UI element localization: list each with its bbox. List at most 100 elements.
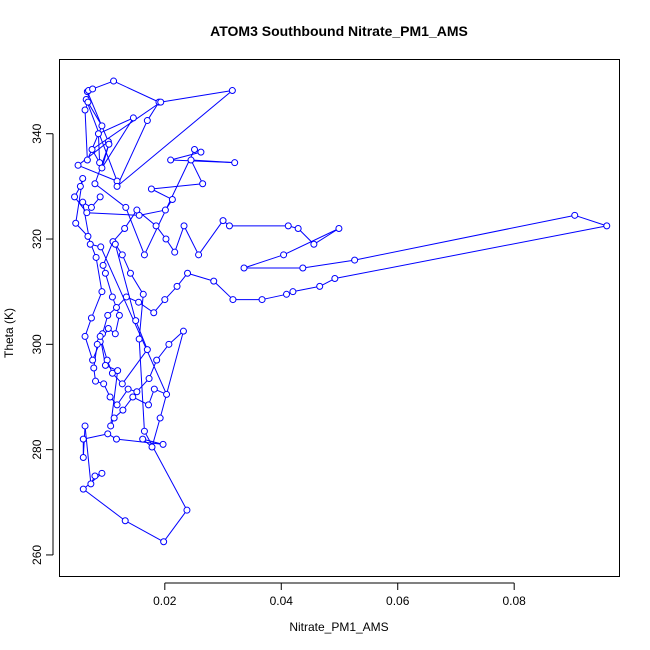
series-segment bbox=[98, 117, 134, 135]
data-point bbox=[316, 282, 324, 290]
data-point bbox=[89, 85, 97, 93]
data-point bbox=[98, 122, 106, 130]
data-point bbox=[156, 414, 164, 422]
data-point bbox=[258, 296, 266, 304]
data-point bbox=[231, 159, 239, 167]
series-segment bbox=[77, 164, 118, 182]
data-point bbox=[108, 293, 116, 301]
data-point bbox=[167, 156, 175, 164]
data-point bbox=[79, 485, 87, 493]
data-point bbox=[240, 264, 248, 272]
data-point bbox=[110, 414, 118, 422]
data-point bbox=[179, 327, 187, 335]
series-segment bbox=[84, 425, 92, 484]
data-point bbox=[81, 422, 89, 430]
data-point bbox=[126, 269, 134, 277]
data-point bbox=[98, 164, 106, 172]
data-point bbox=[76, 182, 84, 190]
data-point bbox=[180, 222, 188, 230]
series-segment bbox=[283, 228, 340, 256]
data-point bbox=[219, 217, 227, 225]
y-axis: 260 280 300 320 340 bbox=[30, 123, 54, 565]
data-point bbox=[114, 367, 122, 375]
data-point bbox=[124, 385, 132, 393]
data-point bbox=[104, 325, 112, 333]
data-point bbox=[93, 340, 101, 348]
data-point bbox=[157, 98, 165, 106]
data-point bbox=[132, 317, 140, 325]
data-point bbox=[101, 269, 109, 277]
data-point bbox=[74, 161, 82, 169]
data-point bbox=[283, 290, 291, 298]
data-point bbox=[112, 435, 120, 443]
series-segment bbox=[113, 80, 160, 103]
data-point bbox=[111, 330, 119, 338]
series-segment bbox=[92, 80, 114, 90]
data-point bbox=[90, 364, 98, 372]
x-axis-label: Nitrate_PM1_AMS bbox=[289, 620, 388, 634]
series-segment bbox=[86, 91, 109, 142]
data-point bbox=[133, 388, 141, 396]
data-point bbox=[71, 193, 79, 201]
series-segment bbox=[334, 225, 607, 280]
data-point bbox=[159, 440, 167, 448]
data-point bbox=[122, 203, 130, 211]
series-segment bbox=[124, 520, 164, 543]
data-point bbox=[122, 293, 130, 301]
data-point bbox=[351, 256, 359, 264]
y-tick-label: 320 bbox=[30, 229, 44, 249]
data-point bbox=[110, 77, 118, 85]
series-segment bbox=[91, 101, 162, 150]
data-point bbox=[91, 180, 99, 188]
series-segment bbox=[302, 259, 355, 269]
chart-title: ATOM3 Southbound Nitrate_PM1_AMS bbox=[210, 23, 468, 39]
series-segment bbox=[84, 336, 94, 361]
data-point bbox=[96, 332, 104, 340]
data-point bbox=[165, 340, 173, 348]
data-point bbox=[153, 356, 161, 364]
data-point bbox=[79, 435, 87, 443]
data-point bbox=[135, 298, 143, 306]
data-point bbox=[184, 269, 192, 277]
data-point bbox=[171, 248, 179, 256]
data-point bbox=[118, 380, 126, 388]
data-point bbox=[97, 243, 105, 251]
data-point bbox=[72, 219, 80, 227]
data-point bbox=[195, 251, 203, 259]
data-point bbox=[129, 393, 137, 401]
data-point bbox=[104, 311, 112, 319]
series-segment bbox=[93, 344, 98, 369]
data-point bbox=[173, 282, 181, 290]
data-point bbox=[197, 148, 205, 156]
series-segment bbox=[82, 488, 126, 522]
data-point bbox=[115, 311, 123, 319]
series-segment bbox=[159, 331, 184, 419]
data-point bbox=[84, 98, 92, 106]
series-segment bbox=[143, 149, 195, 256]
data-point bbox=[86, 240, 94, 248]
series-segment bbox=[94, 183, 127, 208]
series-segment bbox=[292, 285, 320, 293]
data-point bbox=[152, 222, 160, 230]
series-segment bbox=[121, 349, 148, 385]
data-point bbox=[335, 224, 343, 232]
data-point bbox=[79, 198, 87, 206]
data-point bbox=[121, 517, 129, 525]
series-segment bbox=[160, 90, 233, 103]
data-point bbox=[111, 240, 119, 248]
data-point bbox=[98, 469, 106, 477]
series-segment bbox=[85, 99, 118, 182]
data-point bbox=[94, 130, 102, 138]
data-point bbox=[163, 390, 171, 398]
series-segment bbox=[354, 214, 575, 261]
series-segment bbox=[151, 188, 173, 200]
plot-frame bbox=[59, 59, 620, 577]
series-segment bbox=[243, 254, 284, 269]
data-point bbox=[133, 206, 141, 214]
series-points bbox=[71, 77, 611, 546]
data-point bbox=[140, 251, 148, 259]
data-point bbox=[119, 406, 127, 414]
series-segment bbox=[102, 241, 114, 266]
